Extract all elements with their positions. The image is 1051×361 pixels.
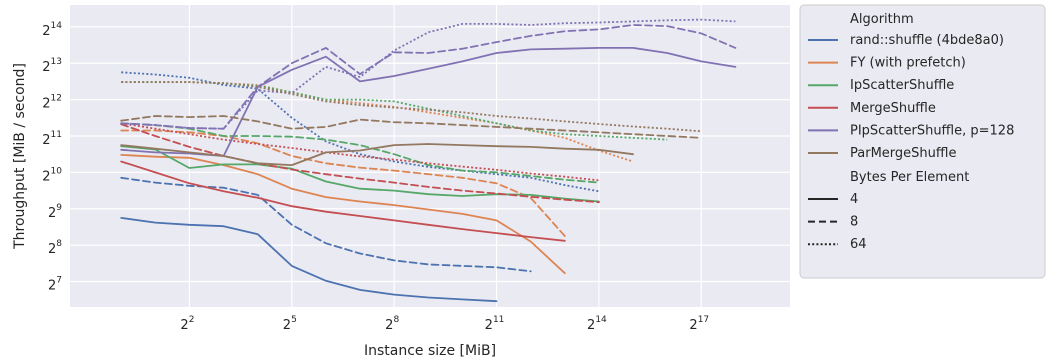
series-line <box>121 18 736 130</box>
y-tick-label: 213 <box>42 57 62 75</box>
legend-style-entries: 4 8 64 <box>808 192 867 252</box>
x-tick-labels: 22 25 28 211 214 217 <box>180 315 709 333</box>
legend-style-label: 4 <box>850 192 858 207</box>
legend-label: rand::shuffle (4bde8a0) <box>850 33 1004 48</box>
legend-label: ParMergeShuffle <box>850 146 956 161</box>
legend-frame <box>799 4 1046 279</box>
y-tick-label: 29 <box>48 203 62 221</box>
series-line <box>121 122 599 182</box>
legend-label: PIpScatterShuffle, p=128 <box>850 123 1014 138</box>
y-axis-title: Throughput [MiB / second] <box>12 63 28 250</box>
series-line <box>120 129 566 237</box>
series-layer <box>120 18 737 303</box>
x-axis-title: Instance size [MiB] <box>364 343 496 359</box>
series-line <box>120 216 498 303</box>
legend-label: IpScatterShuffle <box>850 78 954 93</box>
y-tick-labels: 27 28 29 210 211 212 213 214 <box>42 21 62 294</box>
y-tick-label: 211 <box>42 130 62 148</box>
x-tick-label: 25 <box>283 315 297 333</box>
series-line <box>121 71 600 193</box>
x-tick-label: 217 <box>689 315 709 333</box>
y-tick-label: 212 <box>42 94 62 112</box>
x-tick-label: 22 <box>180 315 194 333</box>
series-line <box>120 160 566 242</box>
plot-background <box>70 5 790 307</box>
y-tick-label: 214 <box>42 21 62 39</box>
series-line <box>120 176 532 273</box>
legend-hue-title: Algorithm <box>850 12 914 27</box>
series-line <box>120 122 600 184</box>
legend-label: FY (with prefetch) <box>850 56 966 71</box>
series-line <box>120 143 634 167</box>
legend-style-label: 64 <box>850 237 867 252</box>
legend-style-label: 8 <box>850 215 858 230</box>
x-tick-label: 28 <box>385 315 399 333</box>
series-line <box>120 115 703 139</box>
legend: Algorithm rand::shuffle (4bde8a0)FY (wit… <box>799 4 1046 279</box>
series-line <box>120 153 566 275</box>
y-tick-label: 210 <box>42 166 62 184</box>
y-tick-label: 27 <box>48 276 62 294</box>
series-line <box>120 145 600 203</box>
legend-label: MergeShuffle <box>850 101 936 116</box>
x-tick-label: 214 <box>587 315 607 333</box>
series-line <box>121 81 668 141</box>
y-tick-label: 28 <box>48 239 62 257</box>
series-line <box>120 123 600 204</box>
legend-algorithm-entries: rand::shuffle (4bde8a0)FY (with prefetch… <box>808 33 1014 161</box>
series-line <box>121 81 702 133</box>
x-tick-label: 211 <box>485 315 505 333</box>
legend-style-title: Bytes Per Element <box>850 170 969 185</box>
